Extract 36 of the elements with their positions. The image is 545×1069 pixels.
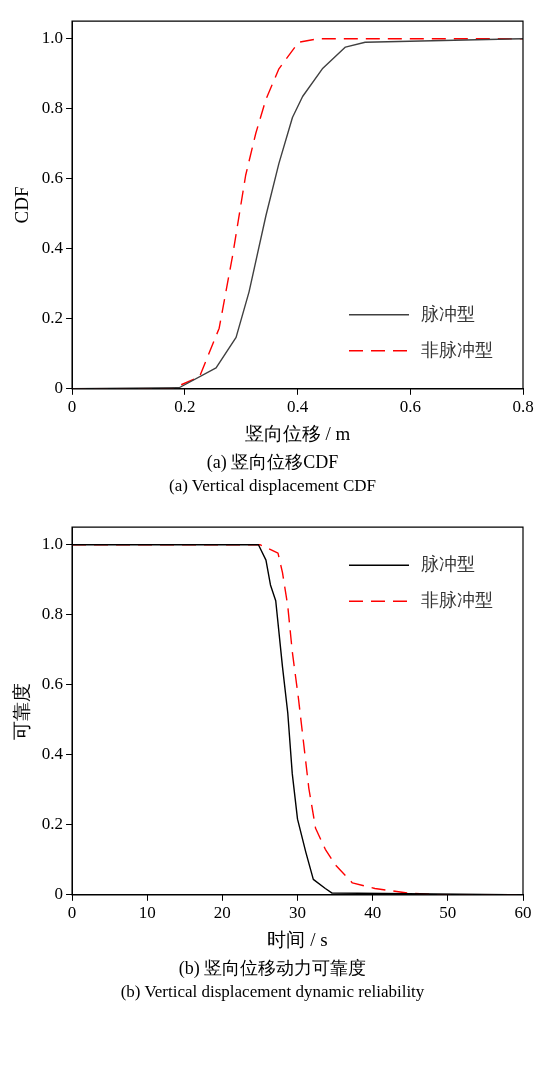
x-tick-label: 0.2 — [174, 397, 196, 417]
x-tick-label: 50 — [439, 903, 457, 923]
y-tick-label: 0.2 — [41, 308, 64, 328]
x-tick-label: 30 — [289, 903, 307, 923]
legend-label: 非脉冲型 — [421, 589, 493, 610]
y-tick-label: 0.4 — [41, 238, 64, 258]
legend-label: 脉冲型 — [421, 553, 475, 574]
x-tick-label: 0 — [67, 397, 77, 417]
x-axis-title: 时间 / s — [267, 928, 328, 950]
y-tick-label: 0 — [54, 884, 64, 904]
text: (b) Vertical displacement dynamic reliability — [119, 982, 426, 1002]
y-tick-label: 0.6 — [41, 168, 64, 188]
y-tick-label: 1.0 — [41, 534, 64, 554]
x-tick-label: 0 — [67, 903, 77, 923]
x-tick-label: 0.8 — [512, 397, 534, 417]
y-tick-label: 0.2 — [41, 814, 64, 834]
y-tick-label: 0.8 — [41, 604, 64, 624]
x-tick-label: 0.4 — [286, 397, 309, 417]
y-tick-label: 0.6 — [41, 674, 64, 694]
x-axis-title: 竖向位移 / m — [244, 422, 351, 444]
x-tick-label: 0.6 — [399, 397, 421, 417]
x-tick-label: 20 — [213, 903, 231, 923]
y-tick-label: 0.4 — [41, 744, 64, 764]
x-tick-label: 10 — [138, 903, 156, 923]
legend-label: 脉冲型 — [421, 303, 475, 324]
text: (a) Vertical displacement CDF — [168, 476, 377, 496]
y-axis-title: CDF — [11, 186, 33, 224]
text: (b) 竖向位移动力可靠度 — [177, 957, 368, 980]
x-tick-label: 40 — [364, 903, 382, 923]
y-tick-label: 1.0 — [41, 28, 64, 48]
y-tick-label: 0 — [54, 378, 64, 398]
y-tick-label: 0.8 — [41, 98, 64, 118]
y-axis-title: 可靠度 — [11, 682, 33, 740]
legend-label: 非脉冲型 — [421, 339, 493, 360]
text: (a) 竖向位移CDF — [205, 451, 340, 474]
x-tick-label: 60 — [514, 903, 532, 923]
